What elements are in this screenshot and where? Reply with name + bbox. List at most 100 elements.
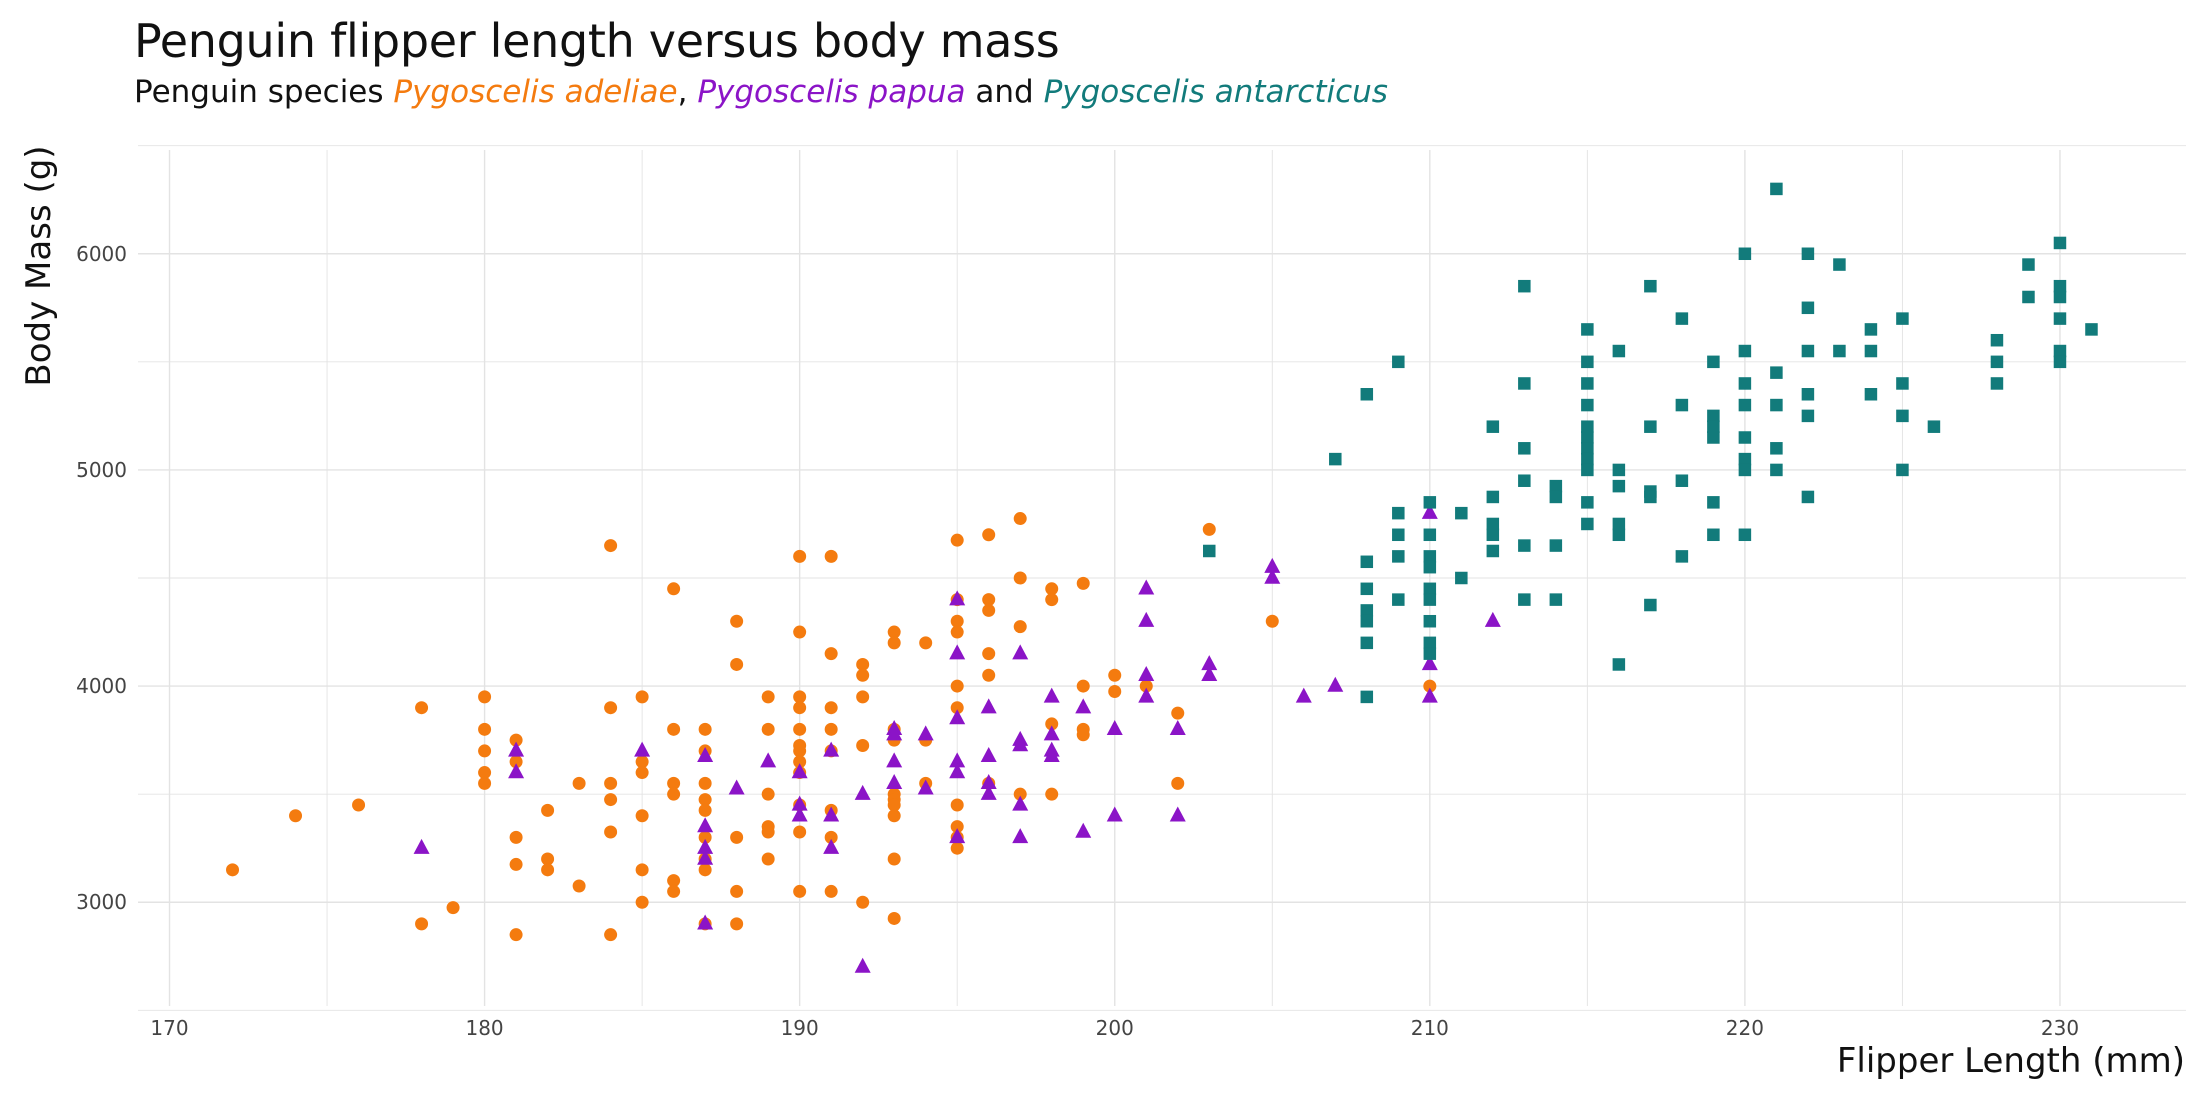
data-point-adeliae bbox=[1013, 787, 1027, 801]
data-point-adeliae bbox=[1202, 522, 1216, 536]
data-point-antarcticus bbox=[2053, 290, 2067, 304]
data-point-antarcticus bbox=[1644, 598, 1657, 612]
data-point-antarcticus bbox=[1581, 431, 1594, 444]
data-point-antarcticus bbox=[1833, 344, 1846, 358]
data-point-adeliae bbox=[730, 614, 744, 628]
data-point-antarcticus bbox=[2022, 290, 2035, 304]
data-point-adeliae bbox=[509, 755, 523, 769]
data-point-adeliae bbox=[667, 874, 681, 888]
data-point-adeliae bbox=[635, 895, 649, 909]
data-point-adeliae bbox=[1076, 728, 1090, 742]
data-point-papua bbox=[886, 774, 903, 790]
data-point-papua bbox=[697, 849, 714, 865]
x-tick-label: 200 bbox=[1096, 1016, 1134, 1040]
subtitle-separator-comma: , bbox=[677, 74, 698, 110]
x-tick-label: 180 bbox=[465, 1016, 503, 1040]
data-point-adeliae bbox=[761, 787, 775, 801]
data-point-papua bbox=[1264, 557, 1281, 573]
data-point-adeliae bbox=[572, 879, 586, 893]
data-point-papua bbox=[980, 698, 997, 714]
data-point-adeliae bbox=[604, 539, 618, 553]
data-point-antarcticus bbox=[1486, 544, 1500, 558]
data-point-antarcticus bbox=[1612, 463, 1626, 477]
data-point-antarcticus bbox=[1549, 479, 1563, 493]
data-point-papua bbox=[980, 784, 997, 800]
x-tick-label: 230 bbox=[2041, 1016, 2079, 1040]
data-point-adeliae bbox=[1045, 593, 1059, 607]
data-point-antarcticus bbox=[1770, 182, 1783, 196]
data-point-antarcticus bbox=[1581, 517, 1594, 531]
data-point-adeliae bbox=[509, 928, 523, 942]
data-point-adeliae bbox=[572, 776, 586, 790]
data-point-papua bbox=[1201, 655, 1218, 671]
data-point-papua bbox=[1201, 665, 1218, 681]
data-point-antarcticus bbox=[1612, 658, 1626, 671]
data-point-adeliae bbox=[698, 776, 712, 790]
data-point-antarcticus bbox=[1644, 490, 1657, 504]
data-point-antarcticus bbox=[2022, 258, 2035, 271]
data-point-adeliae bbox=[793, 625, 807, 639]
data-point-adeliae bbox=[730, 657, 744, 671]
data-point-antarcticus bbox=[1990, 355, 2004, 369]
data-point-antarcticus bbox=[1423, 614, 1437, 628]
x-tick-label: 170 bbox=[150, 1016, 188, 1040]
x-tick-label: 210 bbox=[1411, 1016, 1449, 1040]
data-point-antarcticus bbox=[1707, 409, 1720, 423]
y-tick-label: 4000 bbox=[76, 674, 127, 698]
data-point-antarcticus bbox=[1644, 279, 1657, 293]
data-point-papua bbox=[791, 795, 808, 811]
data-point-antarcticus bbox=[1423, 550, 1437, 563]
data-point-papua bbox=[1012, 828, 1029, 844]
data-point-adeliae bbox=[635, 809, 649, 823]
data-point-antarcticus bbox=[1612, 344, 1626, 358]
data-point-antarcticus bbox=[1581, 420, 1594, 433]
data-point-papua bbox=[1138, 687, 1155, 703]
data-point-papua bbox=[823, 806, 840, 822]
data-point-antarcticus bbox=[1423, 593, 1437, 606]
data-point-papua bbox=[886, 725, 903, 741]
data-point-antarcticus bbox=[1738, 452, 1752, 466]
data-point-adeliae bbox=[1045, 787, 1059, 801]
data-point-antarcticus bbox=[1329, 452, 1342, 466]
data-point-papua bbox=[949, 590, 966, 606]
data-point-antarcticus bbox=[1675, 550, 1689, 563]
data-point-antarcticus bbox=[1896, 409, 1909, 423]
data-point-adeliae bbox=[478, 722, 492, 736]
data-point-antarcticus bbox=[1518, 593, 1531, 606]
y-axis-label: Body Mass (g) bbox=[19, 145, 59, 386]
data-point-antarcticus bbox=[1360, 555, 1374, 569]
data-point-antarcticus bbox=[2053, 312, 2067, 325]
data-point-adeliae bbox=[698, 830, 712, 844]
data-point-adeliae bbox=[730, 917, 744, 931]
data-point-papua bbox=[823, 741, 840, 757]
data-point-antarcticus bbox=[1486, 490, 1500, 504]
subtitle-species-papua: Pygoscelis papua bbox=[697, 74, 966, 110]
data-point-antarcticus bbox=[1675, 312, 1689, 325]
data-point-antarcticus bbox=[1738, 431, 1752, 444]
subtitle-prefix: Penguin species bbox=[134, 74, 394, 110]
data-point-adeliae bbox=[793, 755, 807, 769]
chart-subtitle: Penguin species Pygoscelis adeliae, Pygo… bbox=[134, 74, 1388, 110]
data-point-adeliae bbox=[1013, 571, 1027, 585]
data-point-adeliae bbox=[698, 803, 712, 817]
data-point-adeliae bbox=[856, 895, 870, 909]
data-point-adeliae bbox=[887, 798, 901, 812]
data-point-antarcticus bbox=[1486, 420, 1500, 433]
data-point-adeliae bbox=[1076, 576, 1090, 590]
data-point-antarcticus bbox=[1896, 377, 1909, 390]
data-point-adeliae bbox=[604, 701, 618, 715]
data-point-papua bbox=[1106, 720, 1123, 736]
data-point-papua bbox=[1138, 665, 1155, 681]
data-point-antarcticus bbox=[1801, 409, 1815, 423]
data-point-adeliae bbox=[541, 863, 555, 877]
data-point-adeliae bbox=[856, 690, 870, 704]
data-point-papua bbox=[1138, 579, 1155, 595]
data-point-papua bbox=[1421, 655, 1438, 671]
data-point-adeliae bbox=[982, 528, 996, 542]
data-point-adeliae bbox=[415, 917, 429, 931]
data-point-papua bbox=[791, 763, 808, 779]
data-point-adeliae bbox=[1423, 679, 1437, 693]
data-point-papua bbox=[508, 763, 525, 779]
data-point-papua bbox=[1169, 720, 1186, 736]
data-points bbox=[226, 182, 2098, 973]
